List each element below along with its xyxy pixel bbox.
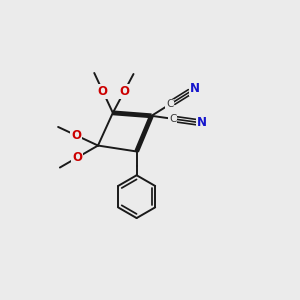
Text: N: N — [197, 116, 207, 129]
Text: O: O — [98, 85, 108, 98]
Text: O: O — [72, 151, 82, 164]
Text: C: C — [166, 100, 173, 110]
Text: O: O — [119, 85, 129, 98]
Text: N: N — [190, 82, 200, 95]
Text: O: O — [71, 129, 81, 142]
Text: C: C — [169, 114, 176, 124]
